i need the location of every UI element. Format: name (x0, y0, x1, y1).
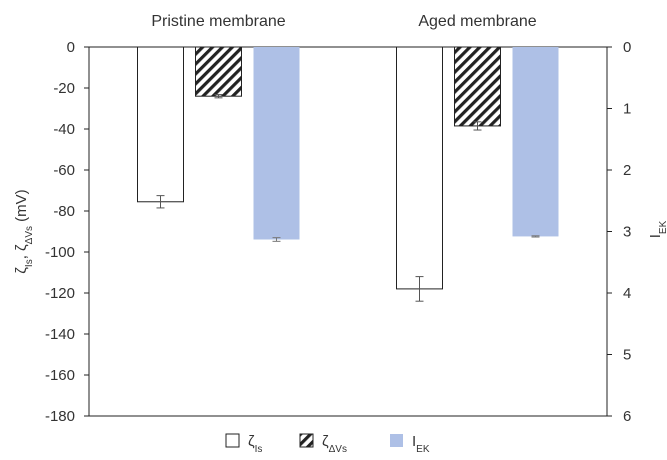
left-tick-label: -180 (45, 408, 75, 425)
bar-3-aged (512, 47, 559, 237)
legend-label-3: IEK (412, 433, 430, 455)
bar-2-pristine (195, 46, 242, 97)
left-tick-label: -120 (45, 285, 75, 302)
plot-area: 0 -20 -40 -60 -80 -100 -120 -140 -160 -180 0 1 2 3 4 5 6… (13, 13, 667, 455)
legend-swatch-3 (390, 434, 403, 447)
right-tick-label: 3 (623, 224, 631, 241)
left-tick-label: -160 (45, 367, 75, 384)
right-tick-label: 0 (623, 39, 631, 56)
right-tick-label: 2 (623, 162, 631, 179)
bar-2-aged (454, 46, 501, 127)
left-axis-title: ζIs, ζΔVs (mV) (13, 189, 35, 273)
legend-swatch-2 (299, 433, 314, 448)
left-tick-label: -60 (53, 162, 75, 179)
right-tick-label: 1 (623, 101, 631, 118)
left-tick-label: -40 (53, 121, 75, 138)
legend-label-2: ζΔVs (322, 433, 347, 455)
group-title: Pristine membrane (151, 13, 285, 30)
right-tick-label: 5 (623, 347, 631, 364)
right-axis-title: IEK (647, 220, 667, 238)
left-tick-label: -100 (45, 244, 75, 261)
bar-3-pristine (253, 47, 300, 240)
right-tick-label: 4 (623, 285, 631, 302)
left-tick-label: -140 (45, 326, 75, 343)
left-tick-label: 0 (67, 39, 75, 56)
bar-1-pristine (137, 46, 184, 203)
legend-label-1: ζIs (248, 433, 262, 455)
left-tick-label: -20 (53, 80, 75, 97)
right-tick-label: 6 (623, 408, 631, 425)
bar-1-aged (396, 46, 443, 290)
group-title: Aged membrane (418, 13, 536, 30)
left-tick-label: -80 (53, 203, 75, 220)
legend-swatch-1 (225, 433, 240, 448)
